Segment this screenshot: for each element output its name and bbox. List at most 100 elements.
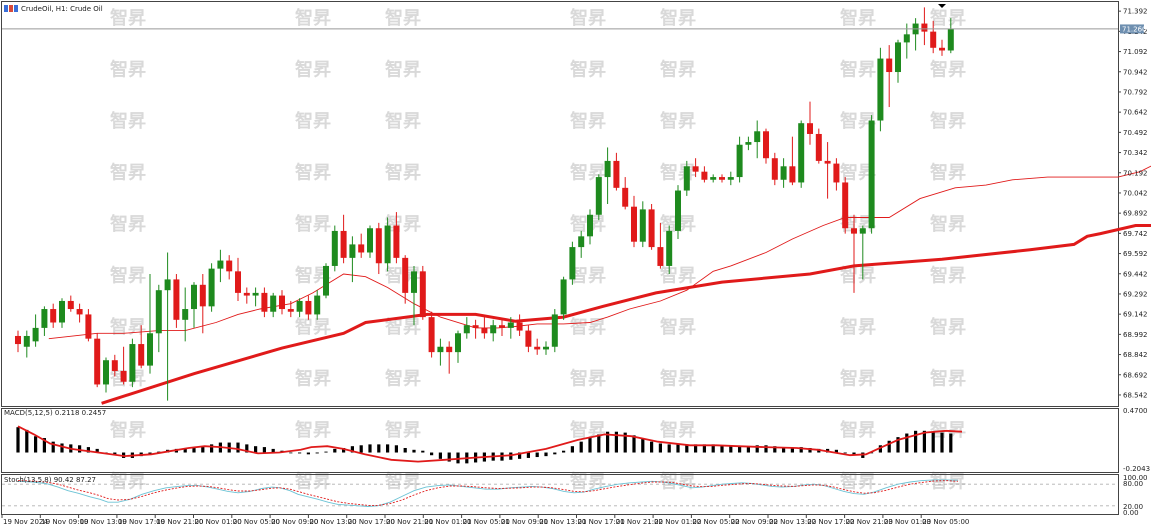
candle-bear xyxy=(138,344,145,366)
watermark-text: 智昇 xyxy=(840,213,876,235)
candle-bull xyxy=(639,209,646,242)
macd-histogram-bar xyxy=(16,427,20,453)
candle-bull xyxy=(675,190,681,231)
candle-bear xyxy=(15,335,21,345)
macd-label: MACD(5,12,5) 0.2118 0.2457 xyxy=(4,409,106,417)
macd-histogram-bar xyxy=(42,438,46,453)
watermark-text: 智昇 xyxy=(570,265,606,287)
time-axis-label: 21 Nov 17:00 xyxy=(578,518,625,526)
watermark-text: 智昇 xyxy=(295,162,331,184)
macd-histogram-bar xyxy=(306,452,310,455)
watermark-text: 智昇 xyxy=(110,110,146,132)
macd-histogram-bar xyxy=(834,449,838,453)
macd-histogram-bar xyxy=(394,445,398,453)
price-axis-label: 70.342 xyxy=(1123,149,1148,157)
candle-bear xyxy=(807,123,813,134)
stoch-axis-label-100: 100.00 xyxy=(1123,474,1148,482)
macd-histogram-bar xyxy=(852,452,856,456)
price-axis-label: 69.892 xyxy=(1123,210,1148,218)
time-axis-label: 22 Nov 01:00 xyxy=(654,518,701,526)
candle-bull xyxy=(455,333,461,353)
macd-histogram-bar xyxy=(51,441,55,453)
watermark-text: 智昇 xyxy=(840,7,876,29)
macd-histogram-bar xyxy=(412,449,416,453)
price-panel[interactable] xyxy=(15,7,1151,405)
macd-histogram-bar xyxy=(606,431,610,453)
watermark-text: 智昇 xyxy=(295,213,331,235)
candle-bull xyxy=(270,295,277,312)
candle-bear xyxy=(393,225,400,258)
time-axis-label: 20 Nov 13:00 xyxy=(309,518,356,526)
watermark-text: 智昇 xyxy=(660,59,696,81)
macd-histogram-bar xyxy=(579,441,583,453)
time-axis-label: 19 Nov 13:00 xyxy=(80,518,127,526)
candle-bull xyxy=(103,360,109,385)
candle-bull xyxy=(710,177,717,180)
watermark-text: 智昇 xyxy=(930,368,966,390)
price-axis-label: 70.942 xyxy=(1123,68,1148,76)
candle-bull xyxy=(683,166,690,191)
price-axis: 71.39271.24271.09270.94270.79270.64270.4… xyxy=(1118,8,1148,399)
candle-bull xyxy=(798,123,805,183)
macd-histogram-bar xyxy=(236,442,240,453)
watermark-text: 智昇 xyxy=(660,265,696,287)
candle-bull xyxy=(595,177,602,215)
price-axis-label: 69.292 xyxy=(1123,290,1148,298)
watermark-text: 智昇 xyxy=(385,419,421,441)
candle-bull xyxy=(296,300,303,312)
watermark-text: 智昇 xyxy=(385,59,421,81)
candle-bull xyxy=(780,166,787,180)
candle-bull xyxy=(32,327,39,342)
stoch-panel[interactable] xyxy=(2,479,1118,507)
chart-shift-marker-icon[interactable] xyxy=(938,4,946,8)
watermark-text: 智昇 xyxy=(295,110,331,132)
watermark-text: 智昇 xyxy=(930,419,966,441)
macd-histogram-bar xyxy=(95,448,99,453)
macd-histogram-bar xyxy=(773,446,777,453)
macd-histogram-bar xyxy=(183,447,187,453)
candle-bear xyxy=(824,160,831,164)
stoch-label: Stoch(13,5,8) 90.42 87.27 xyxy=(4,476,96,484)
macd-histogram-bar xyxy=(359,445,363,453)
candle-bear xyxy=(375,228,382,264)
macd-histogram-bar xyxy=(60,443,64,453)
macd-panel-frame xyxy=(1,408,1119,473)
time-axis-label: 23 Nov 01:00 xyxy=(884,518,931,526)
watermark-text: 智昇 xyxy=(385,471,421,493)
macd-histogram-bar xyxy=(518,452,522,459)
macd-histogram-bar xyxy=(342,447,346,453)
candle-bear xyxy=(534,346,541,350)
watermark-text: 智昇 xyxy=(570,110,606,132)
candle-bear xyxy=(719,177,725,180)
time-axis-label: 22 Nov 09:00 xyxy=(731,518,778,526)
macd-histogram-bar xyxy=(720,445,724,453)
watermark-text: 智昇 xyxy=(385,110,421,132)
candle-bull xyxy=(666,230,673,266)
macd-histogram-bar xyxy=(808,447,812,453)
candle-bear xyxy=(930,31,937,48)
macd-panel[interactable] xyxy=(16,425,963,464)
watermark-text: 智昇 xyxy=(930,471,966,493)
macd-histogram-bar xyxy=(632,435,636,453)
candle-bear xyxy=(120,370,127,382)
time-axis-label: 23 Nov 05:00 xyxy=(922,518,969,526)
macd-histogram-bar xyxy=(333,448,337,453)
watermark-text: 智昇 xyxy=(110,213,146,235)
price-axis-label: 70.492 xyxy=(1123,129,1148,137)
time-axis-label: 21 Nov 09:00 xyxy=(501,518,548,526)
candle-bull xyxy=(129,344,136,382)
watermark-text: 智昇 xyxy=(840,162,876,184)
watermark-text: 智昇 xyxy=(660,7,696,29)
macd-histogram-bar xyxy=(614,431,618,453)
watermark-text: 智昇 xyxy=(930,162,966,184)
watermark-text: 智昇 xyxy=(660,368,696,390)
macd-histogram-bar xyxy=(940,432,944,453)
candle-bear xyxy=(428,317,435,353)
time-axis-label: 19 Nov 17:00 xyxy=(118,518,165,526)
price-axis-label: 68.542 xyxy=(1123,391,1148,399)
candle-bull xyxy=(895,42,901,73)
watermark-text: 智昇 xyxy=(110,419,146,441)
candle-bear xyxy=(235,271,241,293)
